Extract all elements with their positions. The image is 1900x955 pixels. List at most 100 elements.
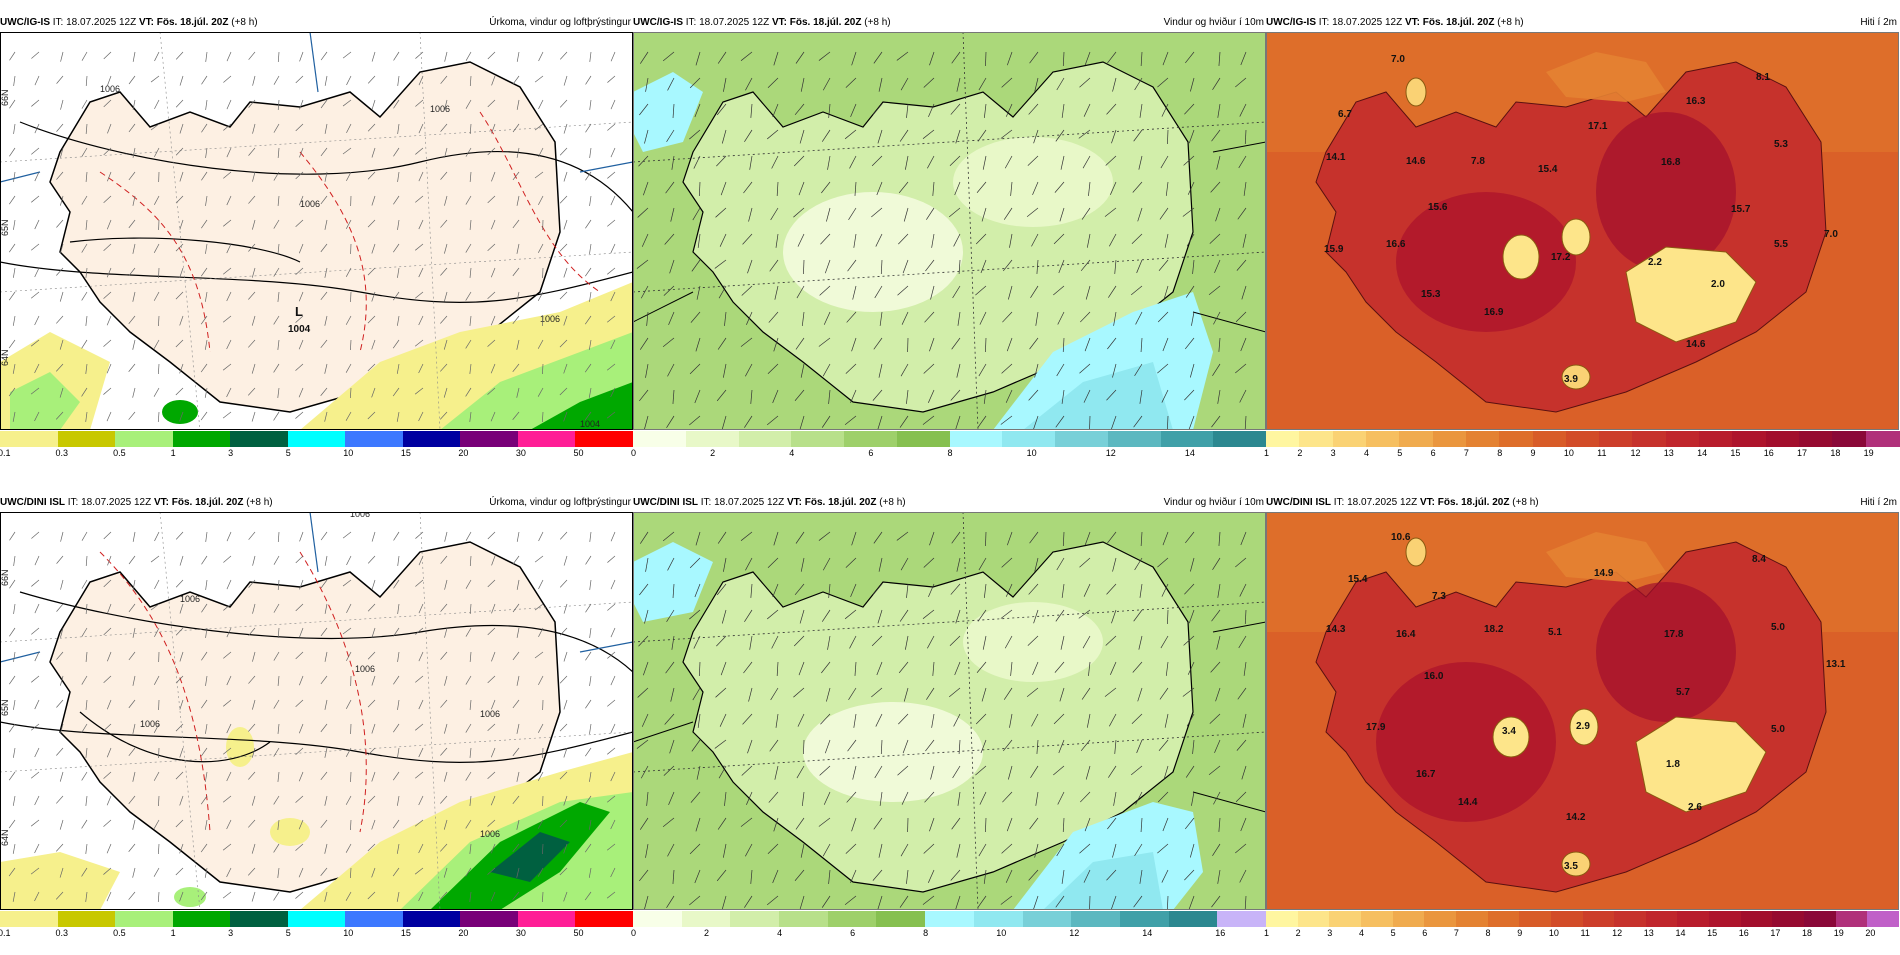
- colorbar-swatch: [173, 431, 231, 447]
- panel-header: UWC/IG-IS IT: 18.07.2025 12Z VT: Fös. 18…: [633, 15, 1266, 31]
- temp-value: 5.3: [1774, 139, 1788, 150]
- colorbar-tick: 17: [1770, 927, 1780, 939]
- colorbar-tick: 12: [1069, 927, 1079, 939]
- colorbar-swatch: [1551, 911, 1583, 927]
- colorbar-tick: 18: [1830, 447, 1840, 459]
- temp-map: 10.6 8.4 15.4 7.3 14.9 14.3 16.4 18.2 5.…: [1266, 512, 1899, 910]
- colorbar-tick: 14: [1142, 927, 1152, 939]
- colorbar-swatch: [460, 911, 518, 927]
- temp-value: 5.0: [1771, 622, 1785, 633]
- temp-value: 15.6: [1428, 202, 1448, 213]
- colorbar-tick: 9: [1531, 447, 1536, 459]
- colorbar-tick: 5: [1391, 927, 1396, 939]
- panel-temp-bottom: UWC/DINI ISL IT: 18.07.2025 12Z VT: Fös.…: [1266, 495, 1899, 955]
- colorbar-tick: 10: [1549, 927, 1559, 939]
- pressure-label: 1006: [300, 199, 320, 209]
- colorbar-swatch: [730, 911, 779, 927]
- colorbar-swatch: [575, 431, 633, 447]
- colorbar-swatch: [1499, 431, 1533, 447]
- temp-value: 2.6: [1688, 802, 1702, 813]
- vt-value: Fös. 18.júl. 20Z: [172, 497, 244, 508]
- lead-time: (+8 h): [231, 17, 257, 28]
- lat-label: 66N: [0, 569, 10, 586]
- colorbar-tick: 0: [631, 927, 636, 939]
- lat-label: 65N: [0, 219, 10, 236]
- vt-label: VT:: [787, 497, 802, 508]
- colorbar-tick: 10: [343, 447, 353, 459]
- colorbar-swatch: [58, 911, 116, 927]
- colorbar-tick: 11: [1581, 927, 1590, 939]
- lead-time: (+8 h): [1512, 497, 1538, 508]
- colorbar-tick: 20: [458, 447, 468, 459]
- temp-value: 14.6: [1406, 156, 1426, 167]
- temp-value: 7.0: [1391, 54, 1405, 65]
- colorbar-swatch: [1699, 431, 1733, 447]
- colorbar-swatch: [1832, 431, 1866, 447]
- wind-map: [633, 512, 1266, 910]
- precip-map: 1006 1006 1006 1006 1004 L 1004 66N 65N …: [0, 32, 633, 430]
- colorbar-tick: 6: [868, 447, 873, 459]
- temp-value: 2.9: [1576, 721, 1590, 732]
- colorbar-swatch: [876, 911, 925, 927]
- vt-label: VT:: [772, 17, 787, 28]
- colorbar-swatch: [897, 431, 950, 447]
- colorbar-swatch: [115, 911, 173, 927]
- it-label: IT:: [53, 17, 64, 28]
- model-name: UWC/IG-IS: [0, 17, 50, 28]
- colorbar-swatch: [1583, 911, 1615, 927]
- temp-value: 5.7: [1676, 687, 1690, 698]
- colorbar-tick: 2: [1296, 927, 1301, 939]
- vt-label: VT:: [1420, 497, 1435, 508]
- colorbar-swatch: [1867, 911, 1899, 927]
- panel-title: Úrkoma, vindur og loftþrýstingur: [489, 495, 631, 511]
- model-name: UWC/DINI ISL: [1266, 497, 1331, 508]
- low-pressure-value: 1004: [288, 324, 311, 335]
- colorbar-swatch: [1329, 911, 1361, 927]
- colorbar-swatch: [1433, 431, 1467, 447]
- temp-value: 2.2: [1648, 257, 1662, 268]
- colorbar-swatch: [1399, 431, 1433, 447]
- temp-value: 14.6: [1686, 339, 1706, 350]
- temp-value: 8.1: [1756, 72, 1770, 83]
- colorbar-tick: 15: [401, 927, 411, 939]
- temp-value: 7.3: [1432, 591, 1446, 602]
- colorbar-swatch: [1333, 431, 1367, 447]
- colorbar-swatch: [1836, 911, 1868, 927]
- colorbar-tick: 1: [1264, 927, 1269, 939]
- colorbar-tick: 4: [1359, 927, 1364, 939]
- wind-map: [633, 32, 1266, 430]
- lead-time: (+8 h): [864, 17, 890, 28]
- colorbar-swatch: [1732, 431, 1766, 447]
- it-label: IT:: [68, 497, 79, 508]
- temp-map: 7.0 8.1 6.7 16.3 14.1 14.6 7.8 17.1 15.4…: [1266, 32, 1899, 430]
- colorbar-swatch: [1393, 911, 1425, 927]
- colorbar-swatch: [1488, 911, 1520, 927]
- colorbar-tick: 10: [343, 927, 353, 939]
- colorbar-swatch: [1266, 911, 1298, 927]
- colorbar-swatch: [974, 911, 1023, 927]
- colorbar-swatch: [575, 911, 633, 927]
- lead-time: (+8 h): [879, 497, 905, 508]
- colorbar-tick: 8: [948, 447, 953, 459]
- colorbar-swatch: [1677, 911, 1709, 927]
- temp-value: 14.3: [1326, 624, 1346, 635]
- temp-value: 2.0: [1711, 279, 1725, 290]
- colorbar-swatch: [1120, 911, 1169, 927]
- vt-value: Fös. 18.júl. 20Z: [805, 497, 877, 508]
- colorbar-swatch: [1566, 431, 1600, 447]
- colorbar-swatch: [403, 911, 461, 927]
- colorbar-tick: 16: [1215, 927, 1225, 939]
- temp-value: 6.7: [1338, 109, 1352, 120]
- colorbar-swatch: [173, 911, 231, 927]
- colorbar-tick: 0.5: [113, 927, 126, 939]
- colorbar-swatch: [1646, 911, 1678, 927]
- colorbar-tick: 17: [1797, 447, 1807, 459]
- colorbar-tick: 3: [1327, 927, 1332, 939]
- colorbar-tick: 1: [171, 447, 176, 459]
- vt-label: VT:: [1405, 17, 1420, 28]
- colorbar-swatch: [844, 431, 897, 447]
- colorbar-tick: 16: [1764, 447, 1774, 459]
- colorbar-swatch: [1169, 911, 1218, 927]
